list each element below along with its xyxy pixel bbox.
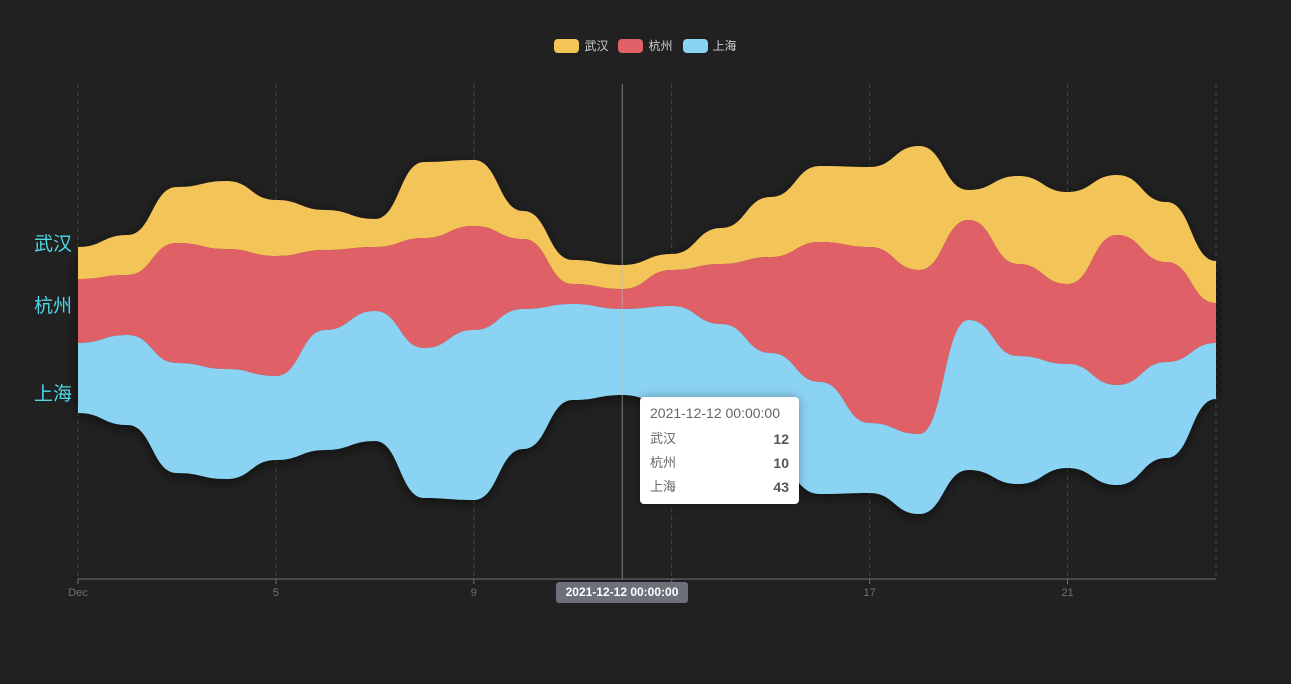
x-tick-label: 17 xyxy=(864,587,876,599)
series-label-hangzhou: 杭州 xyxy=(34,295,73,317)
legend: 武汉 杭州 上海 xyxy=(0,37,1291,54)
tooltip-row-value: 12 xyxy=(773,431,789,447)
river-layer-hangzhou xyxy=(78,220,1216,434)
tooltip: 2021-12-12 00:00:00 武汉 12 杭州 10 上海 43 xyxy=(640,397,799,504)
tooltip-row-name: 杭州 xyxy=(650,455,677,470)
legend-item-shanghai[interactable]: 上海 xyxy=(682,37,737,54)
legend-swatch-hangzhou xyxy=(618,38,644,53)
series-label-wuhan: 武汉 xyxy=(34,233,73,255)
legend-swatch-shanghai xyxy=(682,38,708,53)
river-layer-shanghai xyxy=(78,304,1216,514)
series-label-shanghai: 上海 xyxy=(34,383,73,405)
tooltip-row-name: 上海 xyxy=(650,479,677,494)
river-layer-wuhan xyxy=(78,146,1216,303)
legend-swatch-wuhan xyxy=(554,38,580,53)
axis-pointer-label: 2021-12-12 00:00:00 xyxy=(556,582,688,603)
legend-item-wuhan[interactable]: 武汉 xyxy=(554,37,608,54)
legend-label-hangzhou: 杭州 xyxy=(648,39,673,53)
x-tick-label: 5 xyxy=(273,587,279,599)
x-tick-label: Dec xyxy=(68,587,88,599)
legend-label-shanghai: 上海 xyxy=(712,39,737,53)
tooltip-row-name: 武汉 xyxy=(650,431,677,446)
tooltip-title: 2021-12-12 00:00:00 xyxy=(650,405,780,421)
legend-item-hangzhou[interactable]: 杭州 xyxy=(618,37,673,54)
x-tick-label: 9 xyxy=(471,587,477,599)
legend-label-wuhan: 武汉 xyxy=(584,39,609,53)
tooltip-row: 武汉 12 xyxy=(650,427,789,451)
tooltip-row: 上海 43 xyxy=(650,475,789,499)
x-tick-label: 21 xyxy=(1061,587,1073,599)
tooltip-row: 杭州 10 xyxy=(650,451,789,475)
tooltip-row-value: 10 xyxy=(773,455,789,471)
river-layers xyxy=(78,146,1216,514)
tooltip-row-value: 43 xyxy=(773,479,789,495)
